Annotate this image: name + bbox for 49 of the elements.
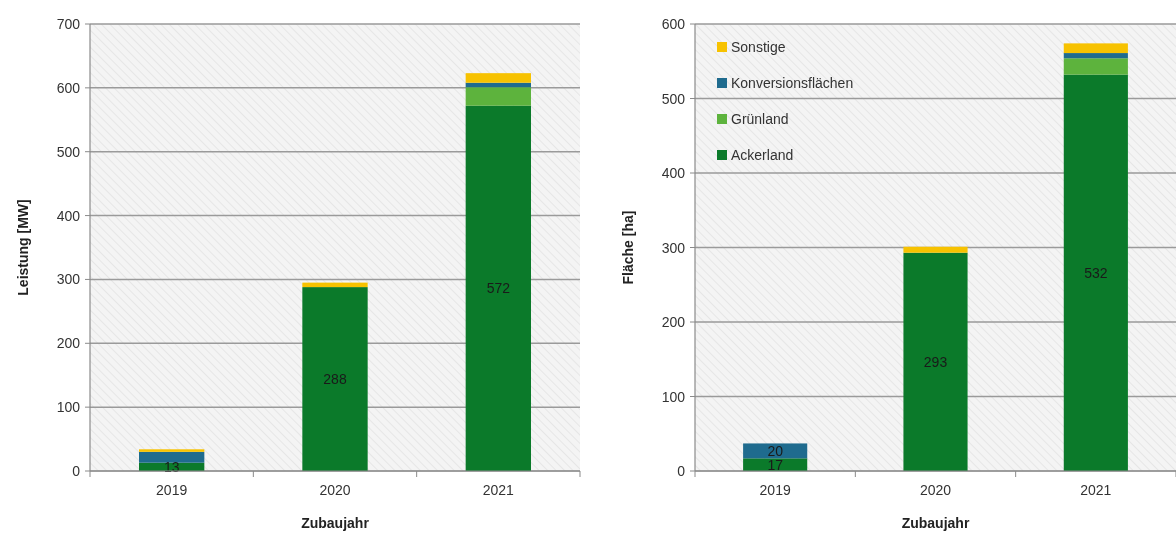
y-tick-label: 0 [72, 463, 81, 479]
x-tick-label: 2019 [156, 482, 188, 498]
bar [903, 246, 968, 253]
y-tick-label: 200 [661, 314, 686, 330]
x-tick-label: 2021 [1080, 482, 1112, 498]
bar [302, 287, 368, 471]
bar [465, 105, 531, 471]
y-axis-title: Leistung [MW] [15, 199, 31, 296]
y-tick-label: 0 [677, 463, 686, 479]
x-tick-label: 2019 [759, 482, 791, 498]
x-tick-label: 2020 [919, 482, 952, 498]
y-tick-label: 300 [56, 271, 81, 288]
legend-label: Ackerland [731, 147, 794, 163]
bar [139, 449, 205, 452]
data-label: 288 [323, 371, 347, 388]
bar [1063, 43, 1128, 54]
legend-label: Grünland [731, 111, 789, 127]
bar [139, 451, 205, 463]
y-tick-label: 500 [661, 90, 686, 107]
y-tick-label: 400 [661, 165, 686, 181]
y-tick-label: 300 [661, 239, 686, 256]
legend-label: Sonstige [731, 39, 786, 55]
x-axis-title: Zubaujahr [301, 515, 370, 531]
bar [1063, 53, 1128, 59]
y-tick-label: 100 [56, 399, 81, 416]
y-tick-label: 100 [661, 388, 686, 405]
y-axis-title: Fläche [ha] [620, 210, 636, 285]
legend-label: Konversionsflächen [731, 75, 854, 91]
y-tick-label: 600 [56, 79, 81, 96]
data-label: 293 [923, 353, 948, 370]
y-tick-label: 700 [56, 16, 81, 32]
x-tick-label: 2021 [482, 482, 515, 498]
bar [465, 87, 531, 106]
y-tick-label: 600 [661, 16, 686, 32]
data-label: 20 [767, 442, 784, 459]
bar [1063, 58, 1128, 75]
y-tick-label: 200 [56, 335, 81, 352]
data-label: 17 [767, 456, 784, 473]
data-label: 532 [1084, 264, 1108, 281]
bar [903, 252, 968, 471]
data-label: 572 [486, 280, 511, 297]
bar [743, 443, 808, 459]
bar [302, 282, 368, 288]
x-axis-title: Zubaujahr [901, 515, 970, 531]
y-tick-label: 400 [56, 207, 81, 224]
x-tick-label: 2020 [319, 482, 351, 498]
bar [465, 73, 531, 83]
bar [1063, 74, 1128, 471]
y-tick-label: 500 [56, 143, 81, 160]
